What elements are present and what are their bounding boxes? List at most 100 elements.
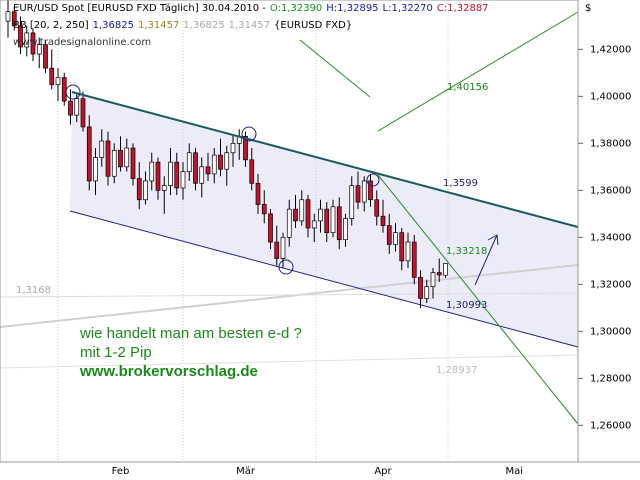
bb-symbol: {EURUSD FXD} <box>274 20 352 31</box>
candle-body <box>411 241 417 278</box>
annotation: 1,28937 <box>436 365 477 376</box>
upper-channel <box>71 91 579 228</box>
x-tick-label: Mai <box>505 466 523 477</box>
candle-body <box>349 185 355 219</box>
candle-body <box>424 286 430 299</box>
bb-value: 1,36825 <box>183 20 224 31</box>
candle-body <box>280 236 286 259</box>
comment: mit 1-2 Pip <box>80 344 152 361</box>
candle-body <box>5 11 11 22</box>
annotation: 1,3168 <box>16 285 51 296</box>
candle-body <box>380 215 386 226</box>
candle-body <box>443 263 448 276</box>
candle-body <box>174 161 180 189</box>
candle-body <box>305 199 311 229</box>
y-tick-label: 1,30000 <box>590 326 631 337</box>
candle-body <box>268 213 273 243</box>
candle-body <box>368 180 373 201</box>
candle-body <box>11 11 17 27</box>
candle-body <box>124 147 130 168</box>
candle-body <box>355 185 361 203</box>
gray-trendline <box>0 264 579 328</box>
x-tick-label: Mär <box>236 466 256 477</box>
candle-body <box>218 154 223 170</box>
annotation: 1,40156 <box>447 82 488 93</box>
candle-body <box>49 67 55 85</box>
candle-body <box>149 161 155 182</box>
candle-body <box>274 241 280 259</box>
candles <box>5 0 448 308</box>
candle-body <box>311 220 317 229</box>
candle-body <box>286 208 292 238</box>
candle-body <box>211 154 217 175</box>
candle-body <box>405 241 411 262</box>
candle-body <box>143 180 148 201</box>
candle-body <box>418 276 423 299</box>
y-tick-label: 1,38000 <box>590 138 631 149</box>
candle-body <box>99 140 105 158</box>
candle-body <box>374 199 380 217</box>
candle-body <box>168 161 173 186</box>
source: www.tradesignalonline.com <box>13 37 151 48</box>
y-tick-label: 1,36000 <box>590 185 631 196</box>
candle-body <box>224 152 230 170</box>
candle-body <box>186 152 192 172</box>
candle-body <box>386 225 392 245</box>
y-tick-label: 1,26000 <box>590 420 631 431</box>
y-tick-label: 1,42000 <box>590 44 631 55</box>
month-separators <box>57 0 449 462</box>
candle-body <box>343 218 348 241</box>
header-symbol: EUR/USD Spot [EURUSD FXD Täglich] 30.04.… <box>13 3 266 14</box>
header-open: O:1,32390 <box>270 3 322 14</box>
candle-body <box>118 150 123 168</box>
candle-body <box>105 140 111 177</box>
header-high: H:1,32895 <box>326 3 378 14</box>
candle-body <box>399 232 405 262</box>
candle-body <box>436 272 442 276</box>
candle-body <box>130 147 136 179</box>
indicator: BB [20, 2, 250] <box>13 20 89 31</box>
comment: wie handelt man am besten e-d ? <box>79 325 302 342</box>
candle-body <box>18 25 23 48</box>
x-tick-label: Apr <box>374 466 392 477</box>
candle-body <box>111 150 117 177</box>
y-unit: $ <box>585 3 591 14</box>
candle-body <box>55 77 61 85</box>
candle-body <box>43 44 48 69</box>
comment: www.brokervorschlag.de <box>79 363 258 380</box>
annotation: 1,3599 <box>443 178 478 189</box>
green-lines <box>299 11 579 425</box>
annotation: 1,33218 <box>446 246 487 257</box>
candle-body <box>155 161 161 191</box>
candle-body <box>336 206 342 241</box>
header: EUR/USD Spot [EURUSD FXD Täglich] 30.04.… <box>13 3 489 31</box>
candle-body <box>230 142 236 154</box>
x-tick-label: Feb <box>112 466 130 477</box>
gray-level-line <box>0 292 579 298</box>
candle-body <box>361 180 367 203</box>
lower-channel <box>69 210 579 348</box>
candle-body <box>24 32 30 48</box>
y-tick-label: 1,28000 <box>590 373 631 384</box>
candle-body <box>324 208 330 233</box>
header-close: C:1,32887 <box>437 3 489 14</box>
candle-body <box>86 126 92 182</box>
candle-body <box>205 166 211 175</box>
candle-body <box>243 135 248 161</box>
bb-value: 1,31457 <box>138 20 179 31</box>
gray-level-line <box>0 354 579 369</box>
candle-body <box>318 208 323 222</box>
annotation: 1,30993 <box>446 300 487 311</box>
candle-body <box>430 272 436 288</box>
candle-body <box>180 171 186 189</box>
candle-body <box>255 182 261 205</box>
candle-body <box>68 100 73 116</box>
candle-body <box>136 178 142 201</box>
candle-body <box>193 152 198 184</box>
candle-body <box>93 157 98 182</box>
markers <box>65 84 499 286</box>
bb-value: 1,31457 <box>229 20 270 31</box>
candle-body <box>61 77 67 102</box>
y-tick-label: 1,40000 <box>590 91 631 102</box>
